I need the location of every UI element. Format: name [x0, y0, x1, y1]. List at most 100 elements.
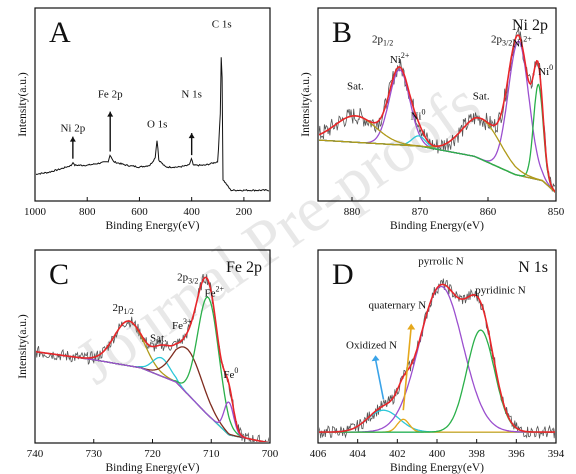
y-axis-label: Intensity(a.u.)	[300, 72, 312, 137]
panel-a: 1000 800 600 400 200 Binding Energy(eV) Intens…	[17, 7, 271, 232]
panel-title: N 1s	[518, 259, 548, 276]
raw-spectrum-line	[319, 278, 555, 439]
plot-area	[319, 278, 555, 439]
peak-label-2: Ni2+	[390, 51, 410, 66]
y-axis-label: Intensity(a.u.)	[17, 314, 29, 379]
peak-label-4-main: Fe	[205, 288, 216, 300]
raw-spectrum-line	[319, 26, 555, 192]
x-tick-label: 402	[389, 448, 406, 460]
peak-label-2-main: 2p	[177, 271, 189, 283]
peak-label-0: Ni 2p	[60, 122, 85, 134]
peak-label-2-sub: 3/2	[188, 276, 198, 285]
peak-label-5-main: Fe	[223, 369, 234, 381]
pointer-arrowhead	[407, 323, 416, 330]
peak-label-4-sub: 3/2	[502, 39, 512, 48]
peak-label-6-main: Ni	[512, 38, 523, 50]
x-tick-label: 394	[548, 448, 565, 460]
peak-label-3-main: Fe	[172, 320, 183, 332]
peak-label-3-sup: 0	[421, 108, 425, 117]
panel-title: Ni 2p	[512, 17, 548, 34]
peak-label-1-sub: 1/2	[383, 39, 393, 48]
panel-letter: C	[49, 258, 69, 291]
plot-area	[36, 57, 269, 192]
x-tick-label: 406	[310, 448, 327, 460]
envelope-fit-line	[319, 34, 555, 193]
peak-label-1: Sat.	[150, 332, 167, 344]
x-tick-label: 730	[86, 448, 103, 460]
peak-label-0-main: Sat.	[347, 80, 364, 92]
peak-label-5: Sat.	[473, 90, 490, 102]
x-tick-label: 710	[203, 448, 220, 460]
plot-frame	[34, 7, 271, 202]
panel-letter: A	[49, 16, 71, 49]
y-axis-label: Intensity(a.u.)	[17, 72, 29, 137]
x-tick-label: 600	[131, 206, 148, 218]
pointer-arrow	[402, 326, 413, 411]
x-axis-label: Binding Energy(eV)	[390, 220, 484, 232]
peak-label-3: Fe3+	[172, 317, 192, 332]
plot-area	[319, 26, 555, 193]
peak-label-1: 2p1/2	[372, 34, 393, 48]
x-tick-label: 850	[548, 206, 565, 218]
peak-label-0: 2p1/2	[113, 302, 134, 316]
peak-label-3-sup: 3+	[183, 317, 192, 326]
peak-label-0-sub: 1/2	[124, 307, 134, 316]
panel-letter: D	[332, 258, 354, 291]
survey-spectrum-line	[36, 57, 269, 192]
x-tick-label: 720	[144, 448, 161, 460]
peak-label-7-main: Ni	[538, 66, 549, 78]
plot-area	[36, 274, 269, 442]
x-axis-label: Binding Energy(eV)	[105, 220, 199, 232]
x-tick-label: 400	[429, 448, 446, 460]
peak-label-4-main: 2p	[491, 34, 503, 46]
peak-label-0: Oxidized N	[346, 339, 397, 351]
peak-label-6: Ni2+	[512, 35, 532, 50]
peak-label-4: C 1s	[212, 19, 232, 31]
peak-label-1: Fe 2p	[98, 88, 123, 100]
x-tick-label: 870	[412, 206, 429, 218]
x-tick-label: 400	[183, 206, 200, 218]
peak-label-5: Fe0	[223, 366, 238, 381]
x-tick-label: 200	[236, 206, 253, 218]
panel-c: 740 730 720 710 700 Binding Energy(eV) Intensi…	[17, 249, 279, 474]
peak-label-2-main: Ni	[390, 54, 401, 66]
peak-label-3: N 1s	[181, 88, 201, 100]
peak-label-2: O 1s	[147, 119, 167, 131]
peak-label-5-main: Sat.	[473, 90, 490, 102]
peak-label-4: 2p3/2	[491, 34, 512, 48]
peak-label-2-sup: 2+	[401, 51, 410, 60]
x-tick-label: 396	[508, 448, 525, 460]
peak-label-7-sup: 0	[549, 63, 553, 72]
x-tick-label: 1000	[24, 206, 47, 218]
peak-label-1-main: 2p	[372, 34, 384, 46]
envelope-fit-line	[36, 276, 269, 442]
x-tick-label: 860	[480, 206, 497, 218]
peak-label-0: Sat.	[347, 80, 364, 92]
x-tick-label: 800	[79, 206, 96, 218]
peak-label-4: Fe2+	[205, 285, 225, 300]
peak-label-4-sup: 2+	[216, 285, 225, 294]
peak-label-3-main: Ni	[410, 111, 421, 123]
plot-frame	[317, 7, 557, 202]
pointer-arrowhead	[371, 355, 380, 362]
x-axis-label: Binding Energy(eV)	[105, 462, 199, 474]
x-tick-label: 700	[262, 448, 279, 460]
peak-label-3: Ni0	[410, 108, 425, 123]
peak-arrowhead	[69, 136, 76, 142]
x-tick-label: 880	[344, 206, 361, 218]
panel-d: 406 404 402 400 398 396 394 Binding Energy(eV) D…	[310, 249, 565, 474]
envelope-fit-line	[319, 283, 555, 433]
panel-b: 880 870 860 850 Binding Energy(eV) Intensity(…	[300, 7, 565, 232]
x-tick-label: 404	[349, 448, 366, 460]
peak-label-5-sup: 0	[234, 366, 238, 375]
peak-label-7: Ni0	[538, 63, 553, 78]
x-tick-label: 398	[468, 448, 485, 460]
peak-label-3: pyridinic N	[475, 285, 525, 297]
peak-label-0-main: 2p	[113, 302, 125, 314]
pointer-arrow	[374, 359, 385, 400]
peak-label-2: 2p3/2	[177, 271, 198, 285]
peak-label-1: quaternary N	[368, 299, 426, 311]
watermark-text: Journal Pre-proofs	[63, 67, 492, 397]
panel-title: Fe 2p	[226, 259, 262, 276]
